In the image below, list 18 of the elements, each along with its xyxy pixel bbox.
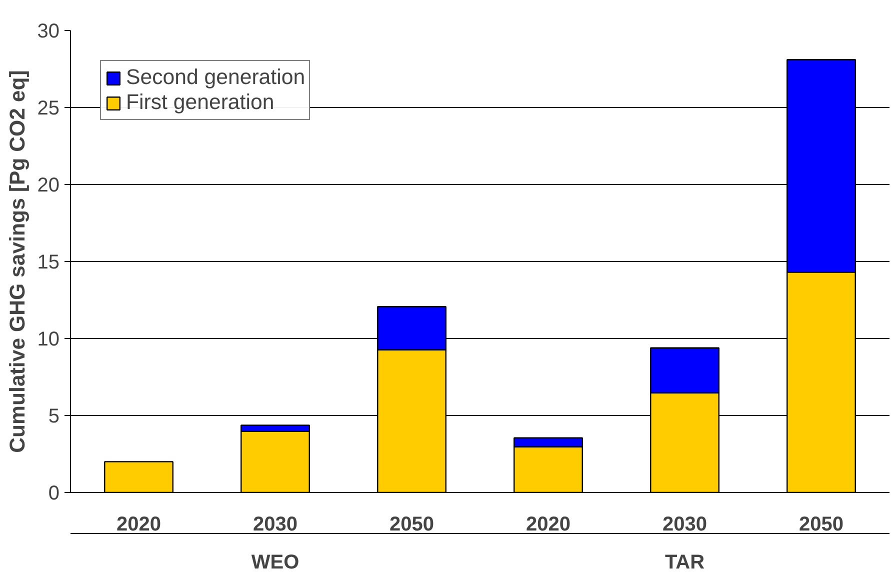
- y-tick-label: 15: [37, 252, 60, 274]
- y-tick-label: 25: [37, 98, 60, 120]
- y-tick-label: 30: [37, 20, 60, 42]
- x-tick-label: 2020: [526, 514, 571, 536]
- text: TAR: [664, 552, 706, 574]
- legend-label: First generation: [126, 90, 274, 115]
- y-tick-label: 5: [48, 406, 60, 428]
- x-tick-label: 2050: [390, 514, 434, 536]
- x-tick-label: 2020: [116, 514, 162, 536]
- y-axis-title: Cumulative GHG savings [Pg CO2 eq]: [5, 70, 30, 453]
- x-tick-label: 2030: [662, 514, 708, 536]
- legend-label: Second generation: [126, 65, 306, 90]
- y-tick-label: 20: [37, 174, 60, 196]
- x-tick-label: 2050: [799, 514, 844, 536]
- text: WEO: [251, 552, 300, 574]
- y-tick-label: 10: [37, 328, 60, 350]
- y-tick-label: 0: [48, 482, 60, 504]
- x-tick-label: 2030: [253, 514, 298, 536]
